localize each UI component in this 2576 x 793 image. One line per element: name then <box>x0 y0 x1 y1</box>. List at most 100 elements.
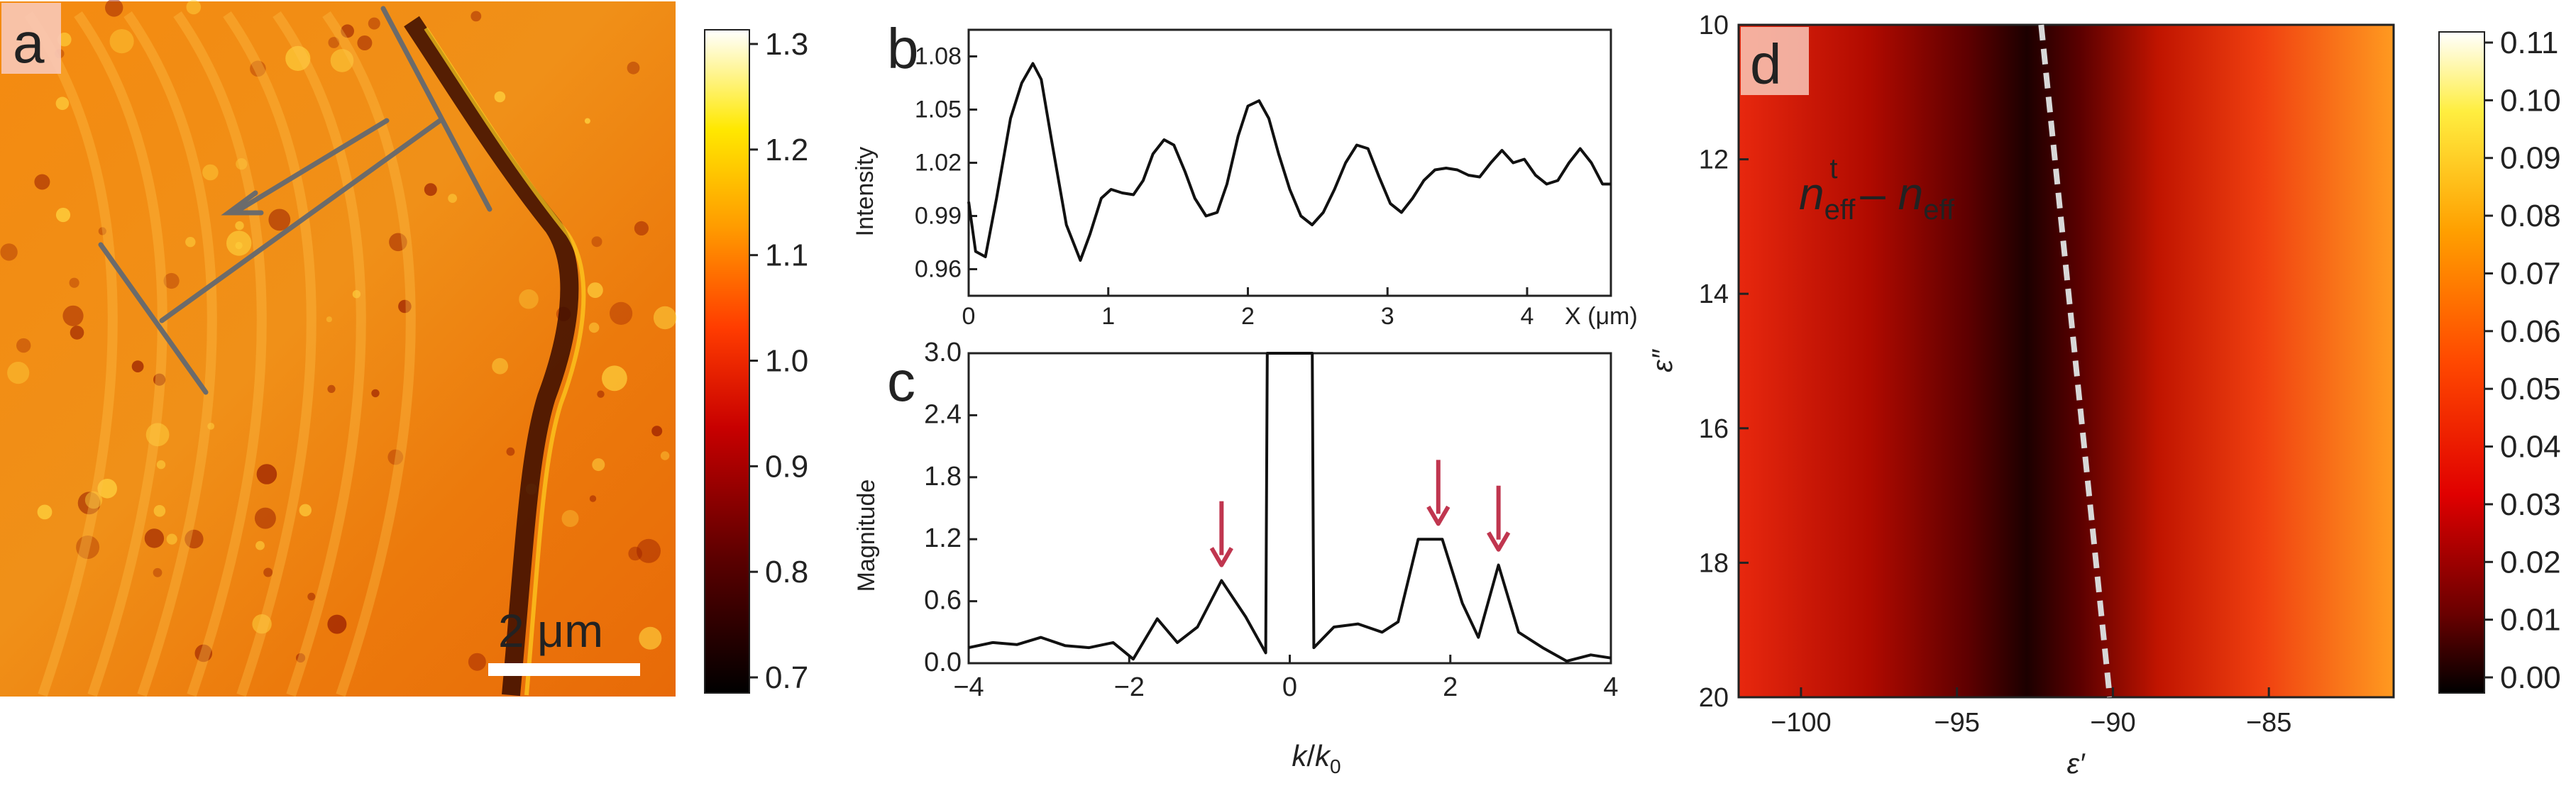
plot-b-ytick-label: 0.96 <box>915 256 962 283</box>
map-dark-spot <box>470 11 482 22</box>
map-bright-spot <box>55 207 71 223</box>
map-fringe <box>322 11 416 697</box>
plot-b-xlabel: X (μm) <box>1565 303 1638 330</box>
map-dark-spot <box>70 326 84 340</box>
map-bright-spot <box>255 540 265 550</box>
map-dark-spot <box>0 243 18 261</box>
map-fringe <box>24 11 118 697</box>
map-bright-spot <box>37 504 53 520</box>
panel-c: c Magnitude −4 −2 0 2 4 0.0 0.6 1.2 1.8 2.4 3.0 k/… <box>853 338 1619 777</box>
plot-b-line <box>967 62 1611 262</box>
map-bright-spot <box>448 194 457 203</box>
colorbar-a-tick-label: 1.0 <box>765 344 808 379</box>
map-bright-spot <box>166 533 177 545</box>
map-dark-spot <box>357 35 373 50</box>
map-bright-spot <box>352 290 361 299</box>
axis-d-xtick-label: −100 <box>1771 708 1832 738</box>
map-fringe <box>273 11 366 697</box>
map-bright-spot <box>97 479 117 499</box>
colorbar-d-tick-label: 0.08 <box>2500 199 2561 233</box>
plot-c-xtick-label: 4 <box>1603 672 1618 702</box>
plot-c-ytick-label: 3.0 <box>924 338 962 367</box>
scalebar <box>488 663 640 676</box>
map-bright-spot <box>109 29 134 54</box>
plot-c-arrow-head <box>1209 547 1233 567</box>
map-bright-spot <box>584 118 590 124</box>
map-dark-spot <box>610 301 633 325</box>
map-dark-spot <box>296 653 306 663</box>
map-dark-spot <box>371 389 380 398</box>
map-bright-spot <box>236 158 248 170</box>
map-dark-spot <box>634 221 649 235</box>
axis-d-ytick-label: 18 <box>1699 548 1729 578</box>
domain-boundary-edge <box>424 27 586 696</box>
colorbar-a-tick-label: 1.1 <box>765 238 808 273</box>
panel-c-label: c <box>887 350 915 413</box>
plot-b-xtick-label: 1 <box>1101 303 1115 330</box>
axis-d-ytick-label: 20 <box>1699 683 1729 713</box>
map-bright-spot <box>7 361 30 384</box>
map-a-image <box>0 1 676 697</box>
panel-c-xlabel: k/k0 <box>1292 739 1341 777</box>
map-fringe <box>123 11 217 697</box>
plot-c-xtick-label: 2 <box>1443 672 1458 702</box>
plot-b-ytick-label: 1.02 <box>915 150 962 177</box>
map-dark-spot <box>77 492 101 515</box>
map-bright-spot <box>660 451 670 460</box>
map-bright-spot <box>519 289 539 309</box>
plot-c-ytick-label: 1.2 <box>924 523 962 553</box>
plot-b-xtick-label: 4 <box>1520 303 1534 330</box>
map-dark-spot <box>69 277 79 288</box>
map-bright-spot <box>561 510 579 527</box>
plot-b-xtick-label: 2 <box>1241 303 1255 330</box>
axis-d-ytick-label: 10 <box>1699 11 1729 40</box>
guide-lines <box>98 6 492 395</box>
plot-c-ytick-label: 2.4 <box>924 399 962 429</box>
map-bright-spot <box>494 91 506 103</box>
plot-c: −4 −2 0 2 4 0.0 0.6 1.2 1.8 2.4 3.0 <box>924 338 1618 702</box>
panel-d-annotation: nefft – neff <box>1799 153 1955 226</box>
map-dark-spot <box>327 614 347 634</box>
map-dark-spot <box>185 529 204 549</box>
panel-b-ylabel: Intensity <box>852 147 879 237</box>
map-dark-spot <box>254 507 276 529</box>
map-bright-spot <box>145 423 170 447</box>
panel-d: d nefft – neff −100 −95 −90 −85 10 12 14 16 18 20… <box>1647 11 2561 780</box>
plot-c-line <box>968 352 1612 663</box>
colorbar-a-tick-label: 0.8 <box>765 555 808 589</box>
panel-a-label: a <box>13 11 45 74</box>
map-dark-spot <box>34 174 50 190</box>
panel-d-ylabel: ε″ <box>1647 348 1678 372</box>
plot-c-arrow-head <box>1426 505 1451 526</box>
map-dark-spot <box>131 360 144 372</box>
panel-d-xlabel: ε′ <box>2066 748 2086 780</box>
plot-b-xtick-label: 3 <box>1381 303 1394 330</box>
map-bright-spot <box>153 505 166 517</box>
plot-c-ytick-label: 1.8 <box>924 462 962 492</box>
map-fringe <box>223 11 317 697</box>
map-dark-spot <box>468 653 486 671</box>
map-dark-spot <box>637 538 661 563</box>
axis-d-xtick-label: −90 <box>2090 708 2135 738</box>
map-dark-spot <box>62 305 84 326</box>
map-bright-spot <box>653 306 677 330</box>
map-bright-spot <box>330 49 354 72</box>
panel-d-label-box <box>1741 27 1809 95</box>
plot-b: 0 1 2 3 4 0.96 0.99 1.02 1.05 1.08 X (μm) <box>915 28 1638 330</box>
colorbar-d-tick-label: 0.10 <box>2500 83 2561 118</box>
scalebar-label: 2 μm <box>498 604 603 657</box>
map-dark-spot <box>307 592 316 601</box>
heatmap-d-border <box>1737 23 2395 699</box>
minimum-dashed-line <box>2038 24 2113 698</box>
map-dark-spot <box>76 536 100 559</box>
plot-b-ytick-label: 1.08 <box>915 43 962 70</box>
heatmap-d <box>1739 25 2394 697</box>
colorbar-d-tick-label: 0.06 <box>2500 314 2561 349</box>
map-dark-spot <box>597 390 605 398</box>
colorbar-d-tick-label: 0.03 <box>2500 487 2561 522</box>
map-bright-spot <box>587 282 603 299</box>
map-dark-spot <box>153 567 163 577</box>
plot-c-arrow-head <box>1487 531 1511 552</box>
map-bright-spot <box>156 460 166 470</box>
